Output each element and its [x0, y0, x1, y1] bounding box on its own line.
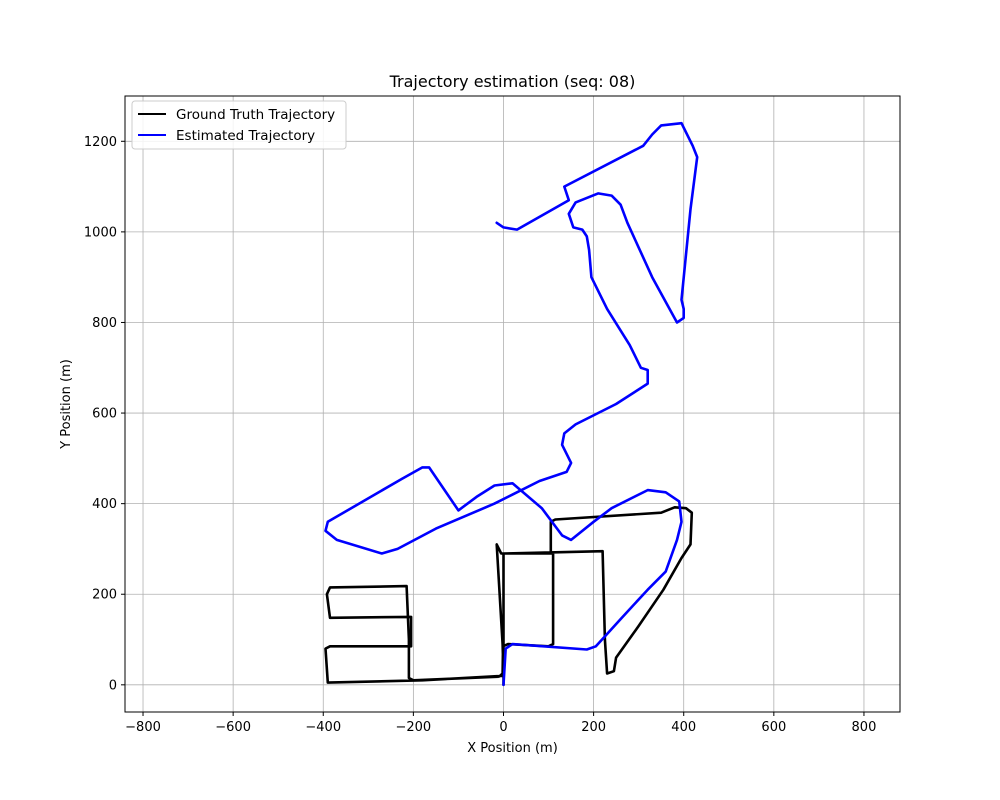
x-tick-label: 600 — [761, 720, 786, 735]
y-tick-label: 600 — [92, 407, 117, 422]
x-tick-label: 0 — [499, 720, 507, 735]
y-tick-label: 0 — [109, 678, 117, 693]
grid-lines — [125, 96, 900, 712]
x-tick-label: −400 — [305, 720, 341, 735]
x-tick-label: −600 — [215, 720, 251, 735]
chart-title: Trajectory estimation (seq: 08) — [389, 72, 636, 91]
x-axis-label: X Position (m) — [467, 741, 558, 756]
y-tick-label: 400 — [92, 497, 117, 512]
axis-ticks: −800 −600 −400 −200 0 200 400 600 800 0 200 400 600 8… — [84, 135, 876, 735]
x-tick-label: 200 — [581, 720, 606, 735]
y-axis-label: Y Position (m) — [59, 359, 74, 450]
x-tick-label: −200 — [396, 720, 432, 735]
legend: Ground Truth Trajectory Estimated Trajec… — [131, 100, 347, 150]
x-tick-label: 400 — [671, 720, 696, 735]
estimated-trajectory-line — [324, 121, 699, 687]
y-tick-label: 200 — [92, 588, 117, 603]
y-tick-label: 1200 — [84, 135, 117, 150]
ground-truth-trajectory-line — [324, 506, 694, 687]
x-tick-label: 800 — [852, 720, 877, 735]
y-tick-label: 1000 — [84, 225, 117, 240]
legend-label-estimated: Estimated Trajectory — [176, 128, 315, 144]
series-group — [324, 121, 699, 687]
x-tick-label: −800 — [125, 720, 161, 735]
plot-frame — [124, 95, 901, 713]
legend-label-ground-truth: Ground Truth Trajectory — [176, 107, 335, 123]
legend-box — [131, 100, 347, 150]
y-tick-label: 800 — [92, 316, 117, 331]
